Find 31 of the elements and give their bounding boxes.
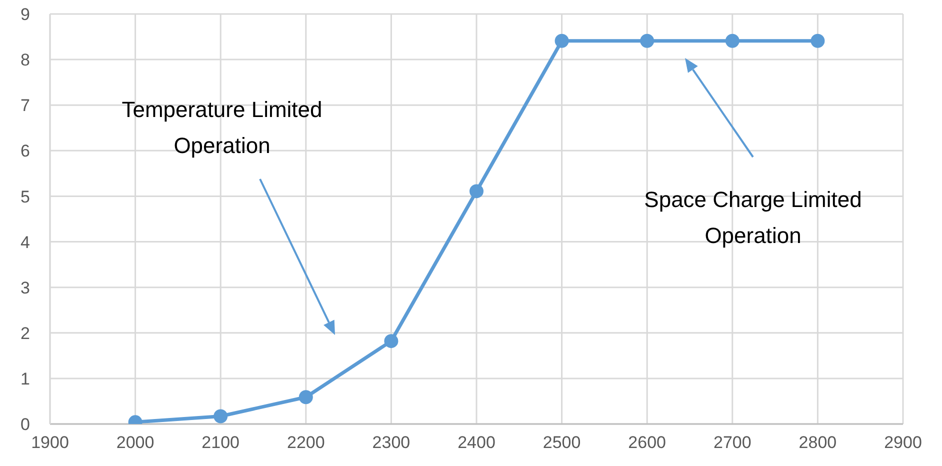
x-tick-label: 1900 [31,433,69,452]
point [384,334,398,348]
x-tick-label: 2400 [458,433,496,452]
y-tick-label: 7 [20,96,30,116]
point [640,34,654,48]
x-tick-label: 2800 [798,433,837,452]
x-tick-label: 2100 [202,433,240,452]
y-tick-label: 6 [20,142,30,161]
x-tick-label: 2300 [372,433,410,452]
point [810,34,825,48]
y-tick-label: 1 [20,369,30,388]
annotation: Temperature Limited Operation [122,96,322,158]
y-tick-label: 0 [20,415,30,434]
annotation: Space Charge Limited Operation [644,186,862,248]
x-tick-label: 2600 [628,433,666,452]
point [470,184,484,198]
x-tick-label: 2500 [542,433,581,452]
point [214,409,228,424]
y-tick-label: 8 [20,50,30,70]
y-tick-label: 3 [20,278,30,298]
x-tick-label: 2900 [884,433,922,452]
x-tick-label: 2200 [286,433,325,452]
y-tick-label: 5 [20,187,30,206]
point [298,390,313,404]
point [554,34,569,48]
point [725,34,740,48]
x-tick-label: 2700 [713,433,752,452]
y-tick-label: 4 [20,232,30,252]
y-tick-label: 2 [20,324,30,343]
y-tick-label: 9 [20,5,30,24]
x-tick-label: 2000 [116,433,154,452]
